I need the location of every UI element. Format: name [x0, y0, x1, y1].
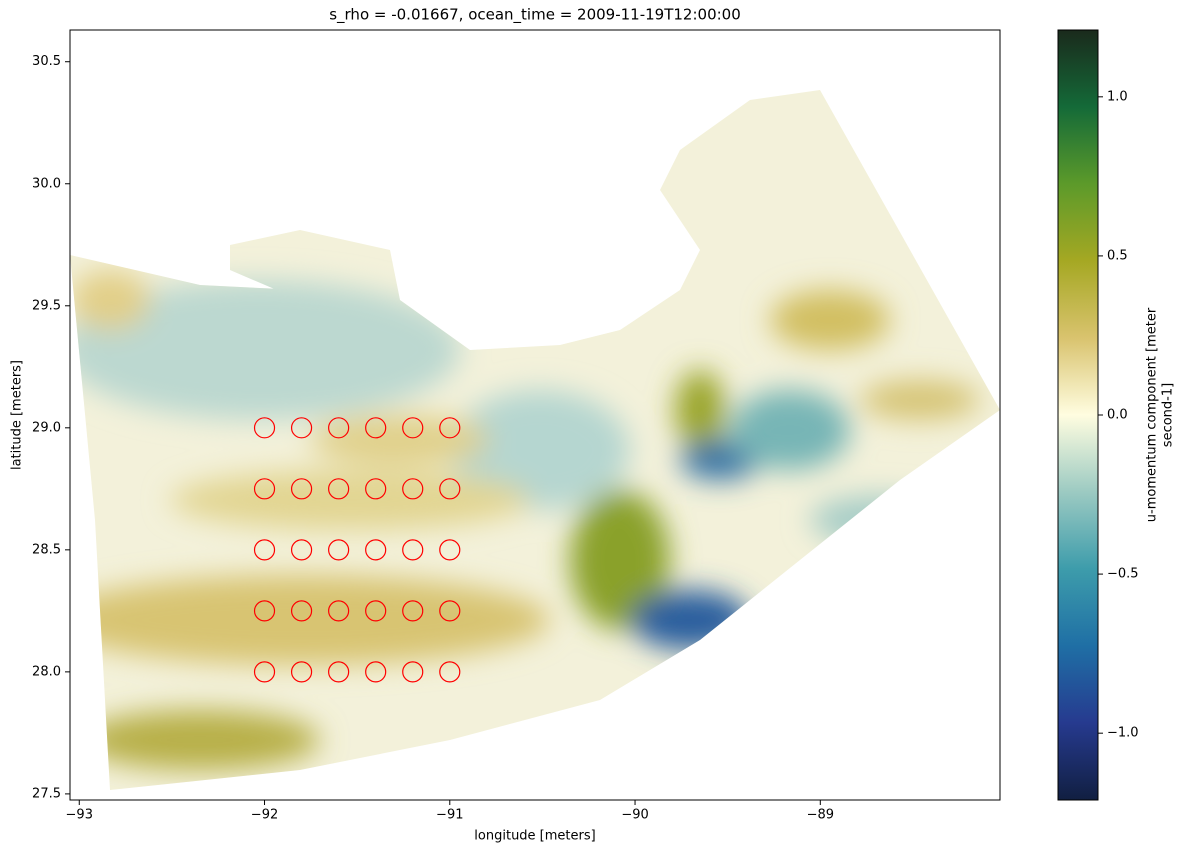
- x-tick-label: −92: [251, 808, 278, 823]
- scatter-point: [402, 661, 424, 683]
- y-tick-label: 27.5: [32, 786, 61, 801]
- velocity-field: [70, 90, 1000, 790]
- colorbar-label: second-1]: [1161, 383, 1176, 447]
- scatter-point: [253, 539, 276, 561]
- colorbar-tick-label: 0.5: [1107, 248, 1128, 263]
- scatter-point: [328, 539, 350, 561]
- x-tick-label: −93: [66, 808, 93, 823]
- scatter-point: [290, 478, 313, 500]
- scatter-point: [402, 600, 424, 622]
- scatter-point: [439, 478, 461, 500]
- scatter-point: [253, 478, 276, 500]
- scatter-point: [402, 417, 424, 439]
- scatter-point: [365, 539, 387, 561]
- axes-frame: [69, 29, 1001, 801]
- scatter-point: [290, 417, 313, 439]
- scatter-point: [365, 661, 387, 683]
- scatter-point: [439, 417, 461, 439]
- y-tick-label: 29.5: [32, 298, 61, 313]
- x-axis-label: longitude [meters]: [474, 829, 595, 844]
- colorbar-tick-label: −1.0: [1107, 726, 1139, 741]
- scatter-point: [365, 417, 387, 439]
- colorbar-tick-label: 0.0: [1107, 408, 1128, 423]
- colorbar-tick-label: −0.5: [1107, 567, 1139, 582]
- scatter-point: [253, 417, 276, 439]
- colorbar-tick-label: 1.0: [1107, 89, 1128, 104]
- scatter-point: [290, 539, 313, 561]
- scatter-point: [328, 417, 350, 439]
- y-tick-label: 30.5: [32, 54, 61, 69]
- scatter-point: [328, 478, 350, 500]
- x-tick-label: −89: [807, 808, 834, 823]
- scatter-point: [439, 661, 461, 683]
- y-tick-label: 28.5: [32, 542, 61, 557]
- scatter-point: [402, 539, 424, 561]
- scatter-point: [253, 600, 276, 622]
- scatter-point: [365, 478, 387, 500]
- scatter-point: [439, 600, 461, 622]
- y-tick-label: 30.0: [32, 176, 61, 191]
- y-tick-label: 29.0: [32, 420, 61, 435]
- colorbar-label: u-momentum component [meter: [1145, 307, 1160, 522]
- scatter-point: [328, 661, 350, 683]
- scatter-point: [290, 661, 313, 683]
- x-tick-label: −90: [621, 808, 648, 823]
- scatter-point: [253, 661, 276, 683]
- scatter-point: [402, 478, 424, 500]
- y-axis-label: latitude [meters]: [10, 360, 25, 470]
- x-tick-label: −91: [436, 808, 463, 823]
- chart-title: s_rho = -0.01667, ocean_time = 2009-11-1…: [329, 6, 741, 25]
- scatter-point: [328, 600, 350, 622]
- scatter-point: [290, 600, 313, 622]
- colorbar: [1057, 29, 1099, 801]
- scatter-point: [365, 600, 387, 622]
- y-tick-label: 28.0: [32, 664, 61, 679]
- scatter-point: [439, 539, 461, 561]
